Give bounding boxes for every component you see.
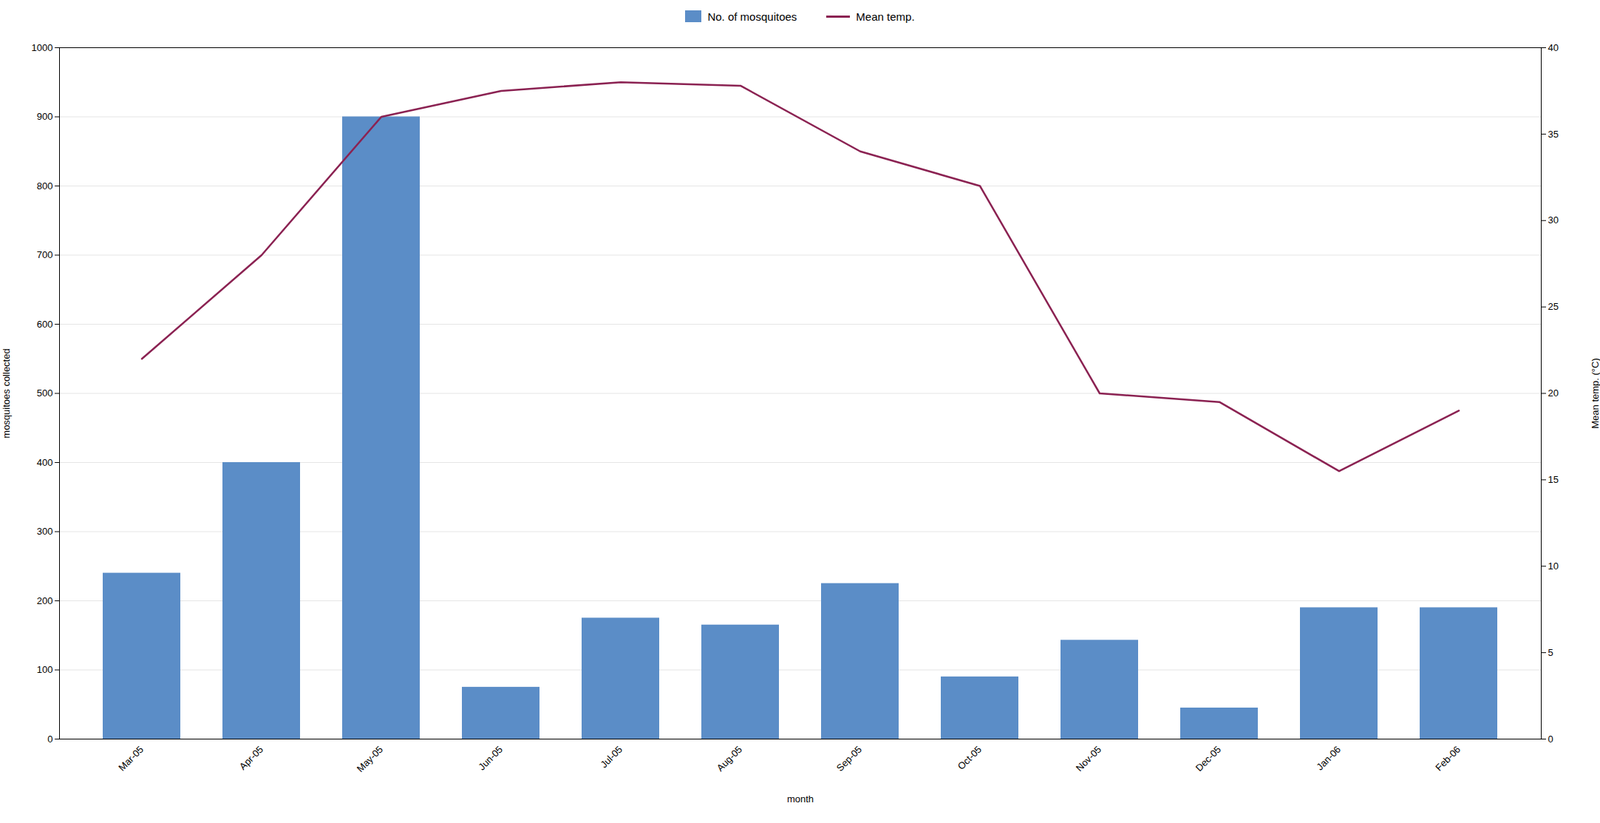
svg-text:500: 500 [36, 387, 54, 399]
svg-text:800: 800 [36, 180, 54, 192]
svg-text:Jun-05: Jun-05 [475, 743, 505, 773]
svg-text:Sep-05: Sep-05 [834, 743, 864, 774]
svg-text:May-05: May-05 [354, 743, 386, 774]
svg-text:Mean temp. (°C): Mean temp. (°C) [1589, 357, 1600, 429]
html-text:No. of mosquitoes: No. of mosquitoes [707, 9, 797, 23]
svg-text:Jan-06: Jan-06 [1313, 743, 1343, 773]
svg-text:900: 900 [36, 110, 54, 122]
svg-text:35: 35 [1548, 128, 1559, 140]
svg-text:100: 100 [36, 663, 54, 675]
svg-text:25: 25 [1548, 300, 1559, 312]
svg-text:0: 0 [1548, 733, 1554, 745]
svg-text:Apr-05: Apr-05 [237, 743, 266, 772]
svg-text:5: 5 [1548, 646, 1554, 658]
svg-text:40: 40 [1548, 42, 1559, 54]
svg-text:Nov-05: Nov-05 [1073, 743, 1104, 774]
html-text:Mean temp.: Mean temp. [856, 9, 915, 23]
svg-text:month: month [787, 792, 814, 805]
svg-text:300: 300 [36, 525, 54, 537]
svg-text:mosquitoes collected: mosquitoes collected [0, 348, 12, 438]
svg-text:Dec-05: Dec-05 [1193, 743, 1224, 774]
svg-text:Oct-05: Oct-05 [955, 743, 984, 772]
svg-text:20: 20 [1548, 387, 1559, 399]
svg-text:600: 600 [36, 318, 54, 330]
svg-text:400: 400 [36, 456, 54, 468]
svg-text:200: 200 [36, 594, 54, 607]
svg-text:30: 30 [1548, 214, 1559, 226]
svg-text:10: 10 [1548, 560, 1559, 572]
svg-text:0: 0 [47, 733, 53, 745]
svg-text:Jul-05: Jul-05 [597, 743, 625, 771]
svg-text:Feb-06: Feb-06 [1432, 743, 1463, 774]
svg-text:15: 15 [1548, 473, 1559, 485]
svg-text:700: 700 [36, 249, 54, 261]
svg-text:Mar-05: Mar-05 [116, 743, 146, 774]
svg-text:Aug-05: Aug-05 [714, 743, 745, 774]
svg-text:1000: 1000 [31, 42, 54, 54]
